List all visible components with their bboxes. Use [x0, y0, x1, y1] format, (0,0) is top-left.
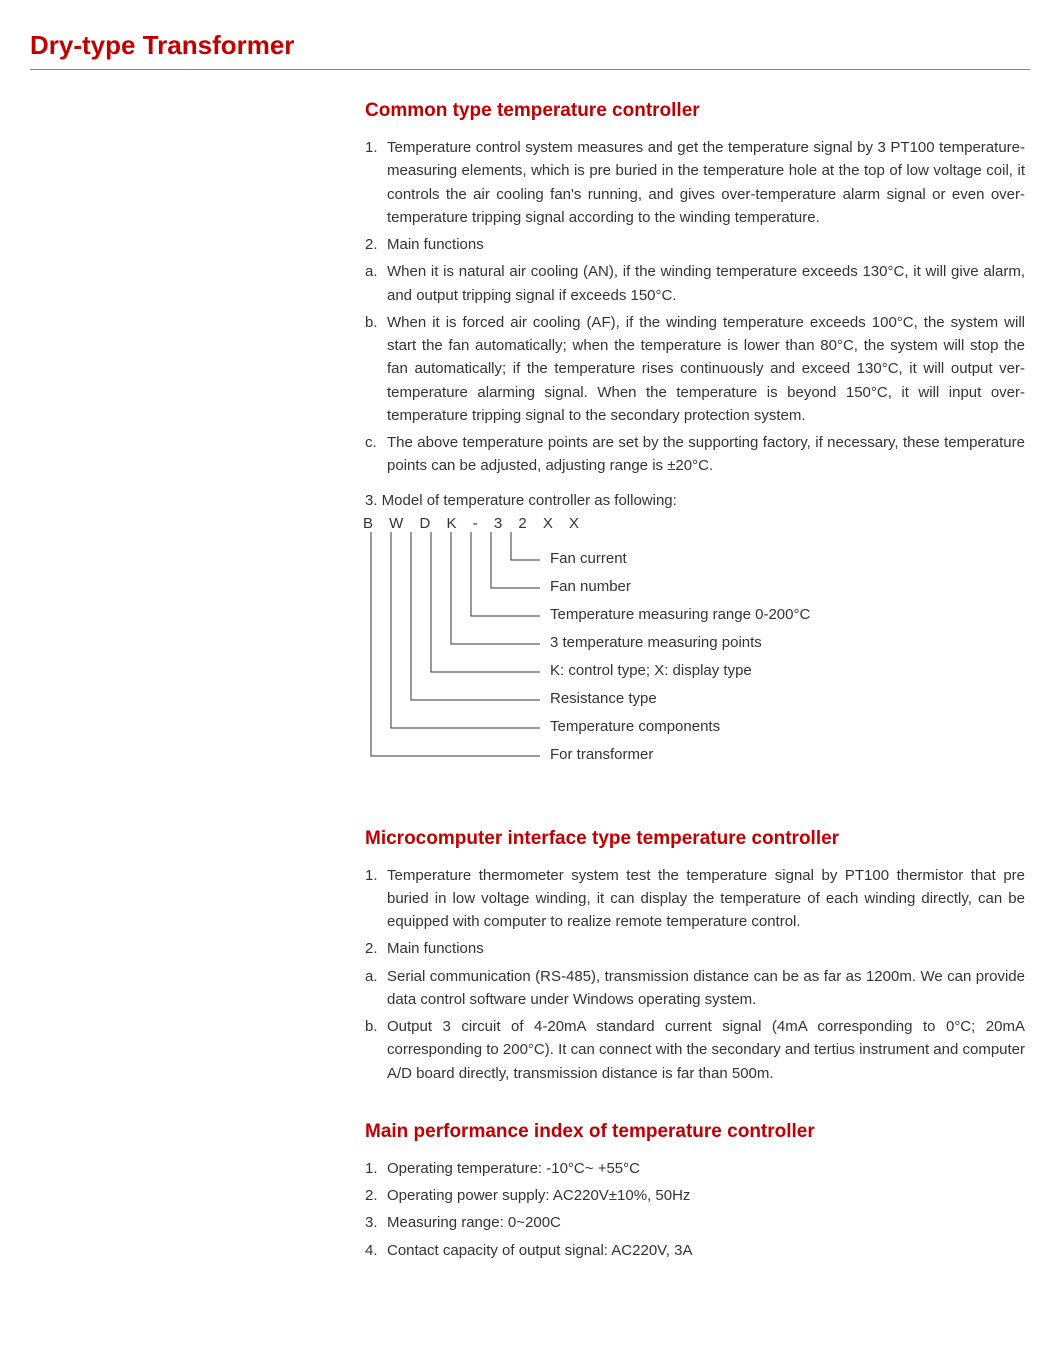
section-microcomputer-controller: Microcomputer interface type temperature…: [365, 828, 1025, 1085]
diagram-label-8: For transformer: [550, 746, 653, 763]
s2-b-text: Output 3 circuit of 4-20mA standard curr…: [387, 1018, 1025, 1082]
section1-title: Common type temperature controller: [365, 100, 1025, 122]
page-title: Dry-type Transformer: [30, 30, 1030, 61]
section-performance-index: Main performance index of temperature co…: [365, 1121, 1025, 1262]
s3-item4: 4.Contact capacity of output signal: AC2…: [365, 1239, 1025, 1262]
model-code: B W D K - 3 2 X X: [363, 515, 1025, 532]
s1-item1: 1.Temperature control system measures an…: [365, 136, 1025, 229]
diagram-label-1: Fan current: [550, 550, 627, 567]
s1-item2: 2.Main functions: [365, 233, 1025, 256]
s2-a-text: Serial communication (RS-485), transmiss…: [387, 968, 1025, 1008]
s1-item2-text: Main functions: [387, 236, 484, 253]
section2-title: Microcomputer interface type temperature…: [365, 828, 1025, 850]
s2-item1: 1.Temperature thermometer system test th…: [365, 864, 1025, 934]
s1-item-a: a.When it is natural air cooling (AN), i…: [365, 260, 1025, 307]
s3-item3: 3.Measuring range: 0~200C: [365, 1211, 1025, 1234]
s3-item4-text: Contact capacity of output signal: AC220…: [387, 1242, 692, 1259]
s1-model-intro: 3. Model of temperature controller as fo…: [365, 492, 1025, 509]
s1-a-text: When it is natural air cooling (AN), if …: [387, 263, 1025, 303]
diagram-label-3: Temperature measuring range 0-200°C: [550, 606, 810, 623]
model-diagram: Fan current Fan number Temperature measu…: [365, 532, 1025, 792]
s3-item3-text: Measuring range: 0~200C: [387, 1214, 561, 1231]
diagram-label-5: K: control type; X: display type: [550, 662, 752, 679]
s2-item2: 2.Main functions: [365, 937, 1025, 960]
s2-item2-text: Main functions: [387, 940, 484, 957]
s2-item1-text: Temperature thermometer system test the …: [387, 867, 1025, 931]
title-rule: [30, 69, 1030, 70]
s2-item-a: a.Serial communication (RS-485), transmi…: [365, 965, 1025, 1012]
s3-item1: 1.Operating temperature: -10°C~ +55°C: [365, 1157, 1025, 1180]
content-column: Common type temperature controller 1.Tem…: [365, 100, 1025, 1262]
s1-b-text: When it is forced air cooling (AF), if t…: [387, 314, 1025, 424]
diagram-label-7: Temperature components: [550, 718, 720, 735]
s1-c-text: The above temperature points are set by …: [387, 434, 1025, 474]
diagram-label-2: Fan number: [550, 578, 631, 595]
s1-item1-text: Temperature control system measures and …: [387, 139, 1025, 226]
s3-item2: 2.Operating power supply: AC220V±10%, 50…: [365, 1184, 1025, 1207]
section3-title: Main performance index of temperature co…: [365, 1121, 1025, 1143]
section-common-controller: Common type temperature controller 1.Tem…: [365, 100, 1025, 792]
diagram-label-6: Resistance type: [550, 690, 657, 707]
s2-item-b: b.Output 3 circuit of 4-20mA standard cu…: [365, 1015, 1025, 1085]
s3-item2-text: Operating power supply: AC220V±10%, 50Hz: [387, 1187, 690, 1204]
s3-item1-text: Operating temperature: -10°C~ +55°C: [387, 1160, 640, 1177]
diagram-label-4: 3 temperature measuring points: [550, 634, 762, 651]
s1-item-c: c.The above temperature points are set b…: [365, 431, 1025, 478]
s1-item-b: b.When it is forced air cooling (AF), if…: [365, 311, 1025, 427]
